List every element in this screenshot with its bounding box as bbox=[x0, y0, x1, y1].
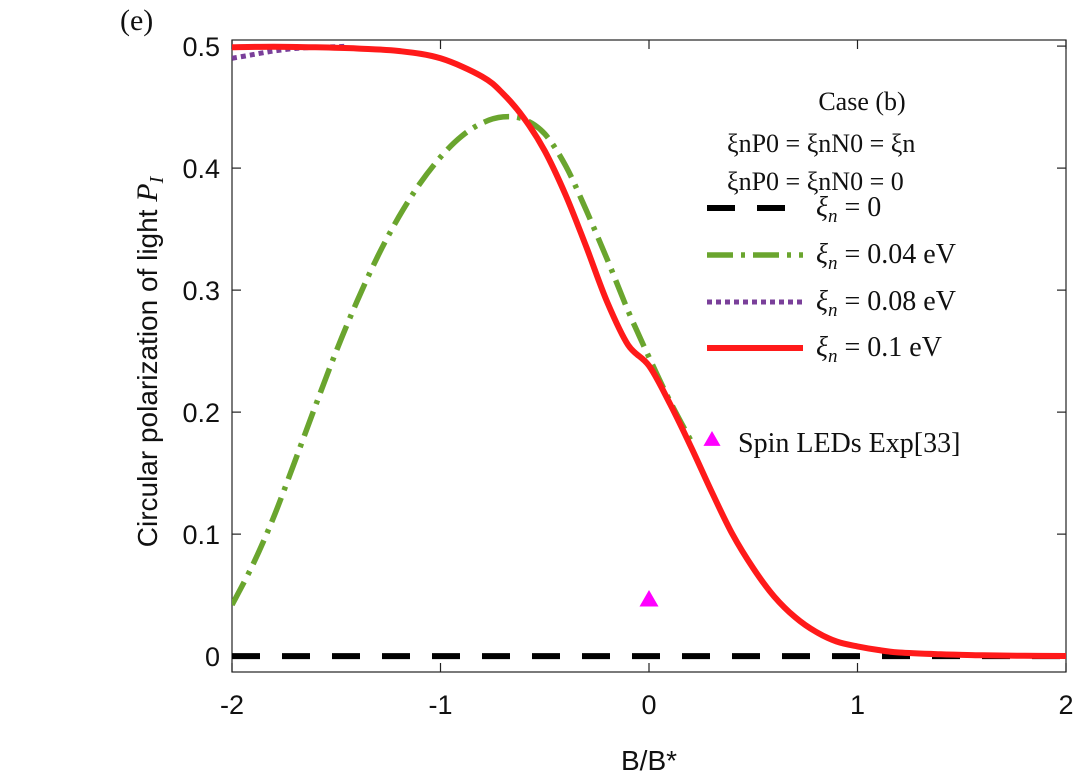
legend-label-xi-0.1: ξn = 0.1 eV bbox=[816, 332, 942, 367]
x-tick-label: 2 bbox=[1058, 690, 1073, 720]
y-axis: 0 0.1 0.2 0.3 0.4 0.5 bbox=[182, 32, 1066, 672]
legend-label-subscript: n bbox=[828, 206, 838, 227]
legend-label-subscript: n bbox=[828, 253, 838, 274]
legend-label-value: = 0.04 eV bbox=[838, 239, 956, 270]
legend-marker-spin-led bbox=[703, 431, 721, 446]
x-axis-label: B/B* bbox=[621, 745, 677, 776]
y-axis-label-symbol: P bbox=[131, 183, 164, 202]
x-tick-label: -2 bbox=[220, 690, 244, 720]
legend-condition-1: ξnP0 = ξnN0 = ξn bbox=[727, 129, 915, 158]
x-tick-label: -1 bbox=[428, 690, 452, 720]
legend-title: Case (b) bbox=[818, 87, 905, 116]
legend-label-symbol: ξ bbox=[816, 286, 828, 317]
legend-label-xi-0.08: ξn = 0.08 eV bbox=[816, 286, 956, 321]
legend-label-value: = 0.1 eV bbox=[838, 332, 942, 363]
legend-label-value: = 0 bbox=[838, 192, 882, 223]
x-tick-label: 0 bbox=[641, 690, 656, 720]
legend-label-xi-0.04: ξn = 0.04 eV bbox=[816, 239, 956, 274]
legend-label-symbol: ξ bbox=[816, 192, 828, 223]
legend-label-xi-0: ξn = 0 bbox=[816, 192, 881, 227]
legend: Case (b) ξnP0 = ξnN0 = ξn ξnP0 = ξnN0 = … bbox=[703, 87, 960, 459]
y-tick-label: 0.3 bbox=[182, 276, 220, 306]
legend-label-symbol: ξ bbox=[816, 332, 828, 363]
series-xi-0.1-line bbox=[232, 43, 1066, 659]
y-axis-label-text: Circular polarization of light bbox=[132, 202, 163, 548]
y-axis-label: Circular polarization of light PI bbox=[131, 175, 168, 547]
y-tick-label: 0 bbox=[205, 642, 220, 672]
y-tick-label: 0.4 bbox=[182, 154, 220, 184]
spin-led-data-point bbox=[639, 590, 659, 607]
legend-label-symbol: ξ bbox=[816, 239, 828, 270]
y-tick-label: 0.5 bbox=[182, 32, 220, 62]
legend-label-value: = 0.08 eV bbox=[838, 286, 956, 317]
legend-condition-2: ξnP0 = ξnN0 = 0 bbox=[727, 167, 904, 196]
y-tick-label: 0.1 bbox=[182, 520, 220, 550]
y-axis-label-subscript: I bbox=[146, 175, 168, 184]
y-tick-label: 0.2 bbox=[182, 398, 220, 428]
x-tick-label: 1 bbox=[850, 690, 865, 720]
legend-label-subscript: n bbox=[828, 346, 838, 367]
panel-label: (e) bbox=[120, 4, 153, 37]
marker-layer bbox=[639, 590, 659, 607]
x-axis: -2 -1 0 1 2 bbox=[220, 40, 1074, 720]
series-layer bbox=[232, 43, 1066, 660]
legend-label-spin-led: Spin LEDs Exp[33] bbox=[738, 428, 960, 459]
series-xi-0.04-line bbox=[232, 113, 694, 607]
legend-label-subscript: n bbox=[828, 300, 838, 321]
